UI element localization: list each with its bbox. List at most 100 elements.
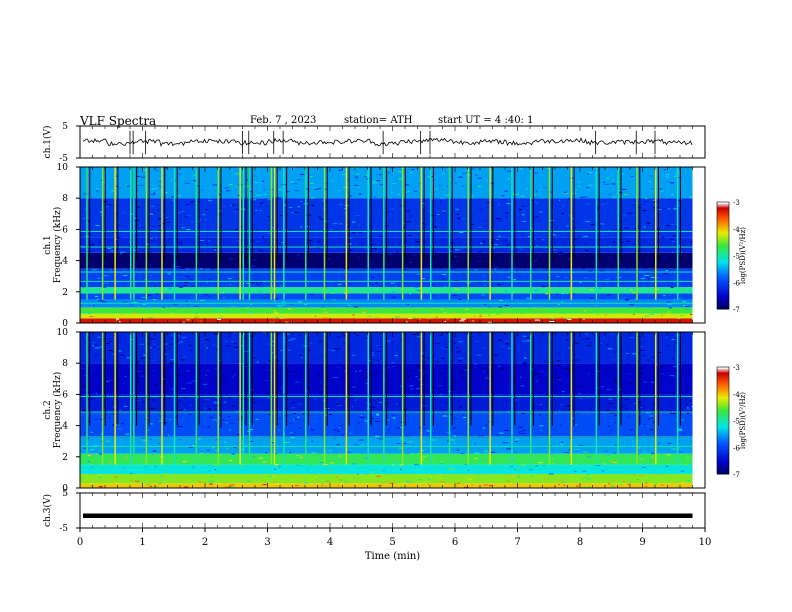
psd-speckle — [399, 339, 404, 341]
psd-speckle — [483, 303, 487, 305]
psd-speckle — [184, 215, 186, 217]
psd-speckle — [422, 383, 424, 385]
psd-speckle — [295, 463, 297, 465]
psd-speckle — [468, 212, 473, 214]
psd-speckle — [208, 393, 212, 395]
psd-speckle — [243, 337, 246, 339]
dark-streak — [89, 332, 91, 426]
psd-speckle — [422, 458, 425, 460]
psd-speckle — [624, 399, 630, 401]
psd-speckle — [569, 263, 571, 265]
psd-speckle — [408, 385, 414, 387]
sferic-line — [676, 332, 679, 465]
psd-speckle — [107, 248, 112, 250]
psd-speckle — [97, 476, 102, 478]
psd-speckle — [174, 261, 180, 263]
psd-speckle — [474, 269, 479, 271]
psd-speckle — [235, 410, 240, 412]
psd-speckle — [321, 388, 324, 390]
colorbar-cell — [717, 381, 729, 384]
psd-speckle — [304, 482, 308, 484]
psd-speckle — [562, 364, 567, 366]
colorbar-cell — [717, 384, 729, 388]
psd-speckle — [324, 188, 328, 190]
psd-speckle — [355, 370, 358, 372]
psd-speckle — [185, 218, 189, 220]
psd-speckle — [337, 190, 341, 192]
psd-speckle — [552, 458, 554, 460]
psd-speckle — [390, 341, 394, 343]
psd-speckle — [267, 343, 271, 345]
psd-speckle — [658, 442, 661, 444]
psd-speckle — [441, 234, 444, 236]
psd-speckle — [676, 282, 682, 284]
psd-speckle — [467, 469, 471, 471]
psd-speckle — [278, 466, 281, 468]
psd-speckle — [294, 419, 298, 421]
colorbar-cell — [717, 459, 729, 463]
psd-speckle — [354, 176, 359, 178]
psd-speckle — [497, 365, 501, 367]
psd-speckle — [455, 485, 457, 487]
psd-speckle — [222, 380, 225, 382]
psd-speckle — [551, 462, 554, 464]
psd-speckle — [224, 441, 227, 443]
psd-speckle — [364, 420, 369, 422]
psd-speckle — [123, 212, 128, 214]
psd-speckle — [253, 456, 255, 458]
psd-speckle — [108, 350, 113, 352]
psd-speckle — [611, 420, 613, 422]
psd-speckle — [109, 269, 112, 271]
psd-speckle — [191, 252, 193, 254]
psd-speckle — [394, 320, 397, 322]
psd-speckle — [87, 342, 91, 344]
psd-speckle — [606, 310, 609, 312]
colorbar-cell — [717, 443, 729, 446]
psd-speckle — [577, 186, 581, 188]
colorbar-cell — [717, 262, 729, 265]
psd-speckle — [94, 477, 99, 479]
psd-speckle — [229, 258, 234, 260]
psd-speckle — [365, 383, 370, 385]
colorbar-cell — [717, 418, 729, 421]
psd-speckle — [359, 416, 365, 418]
psd-speckle — [517, 476, 521, 478]
psd-speckle — [448, 250, 454, 252]
psd-speckle — [610, 430, 612, 432]
psd-speckle — [300, 361, 303, 363]
psd-speckle — [616, 209, 622, 211]
colorbar-cell — [717, 305, 729, 308]
psd-speckle — [346, 304, 352, 306]
psd-speckle — [253, 199, 257, 201]
psd-speckle — [546, 456, 550, 458]
psd-speckle — [309, 464, 315, 466]
psd-speckle — [261, 378, 264, 380]
sferic-line — [86, 167, 88, 300]
psd-speckle — [618, 458, 620, 460]
psd-speckle — [611, 359, 615, 361]
colorbar-cell — [717, 454, 729, 457]
psd-speckle — [278, 418, 282, 420]
psd-speckle — [575, 424, 578, 426]
psd-speckle — [159, 185, 163, 187]
psd-speckle — [283, 204, 287, 206]
psd-speckle — [680, 223, 684, 225]
psd-speckle — [393, 462, 399, 464]
psd-speckle — [358, 439, 364, 441]
psd-speckle — [524, 269, 526, 271]
psd-speckle — [274, 464, 279, 466]
psd-speckle — [404, 320, 408, 322]
psd-speckle — [204, 408, 207, 410]
psd-speckle — [659, 366, 664, 368]
psd-speckle — [342, 426, 346, 428]
psd-speckle — [84, 254, 86, 256]
psd-speckle — [507, 170, 513, 172]
psd-speckle — [279, 387, 282, 389]
psd-speckle — [467, 478, 473, 480]
psd-speckle — [98, 244, 101, 246]
psd-speckle — [158, 346, 162, 348]
psd-speckle — [538, 473, 541, 475]
psd-speckle — [678, 440, 681, 442]
psd-speckle — [139, 343, 145, 345]
colorbar-cell — [717, 285, 729, 289]
